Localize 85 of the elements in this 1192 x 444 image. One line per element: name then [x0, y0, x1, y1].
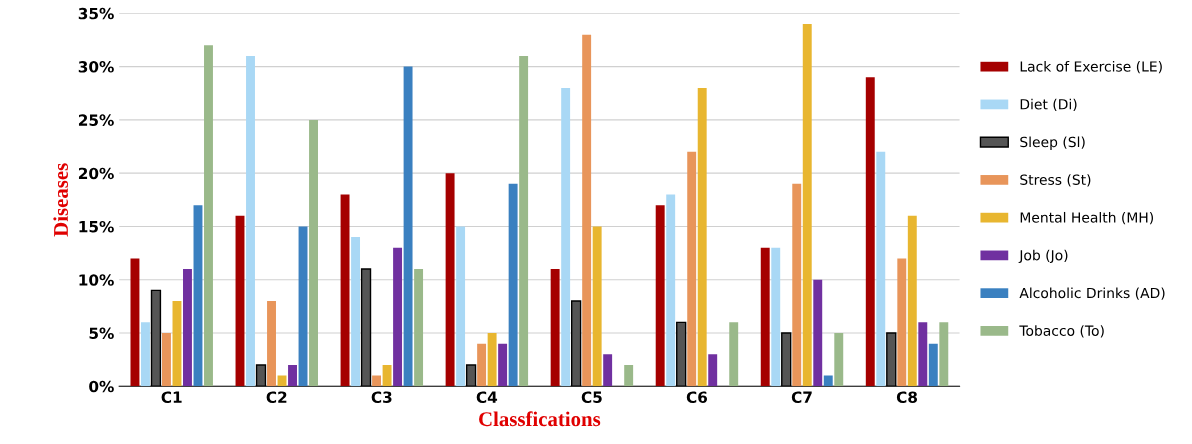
x-tick-label: C6 [686, 391, 708, 403]
x-tick-label: C7 [791, 391, 812, 403]
bar [550, 269, 560, 387]
bar [603, 354, 613, 387]
legend-label: Mental Health (MH) [1020, 211, 1154, 225]
bar [760, 247, 770, 387]
bar [813, 279, 823, 387]
legend-label: Job (Jo) [1018, 249, 1068, 264]
y-tick-label: 35% [78, 7, 114, 20]
bar [465, 364, 477, 387]
bar [697, 87, 707, 387]
bar [834, 333, 844, 387]
bar [403, 66, 413, 387]
legend-label: Sleep (Sl) [1020, 136, 1085, 150]
x-tick-label: C3 [371, 391, 392, 403]
y-tick-label: 10% [79, 274, 114, 286]
y-tick-label: 0% [89, 380, 114, 393]
bar [918, 322, 928, 387]
y-tick-label: 30% [78, 61, 114, 73]
bar [340, 194, 350, 387]
bar [876, 151, 886, 387]
y-tick-label: 25% [78, 114, 114, 126]
bar [393, 247, 403, 387]
x-tick-label: C2 [266, 391, 287, 403]
bar [267, 301, 276, 387]
x-axis-title: Classfications [479, 411, 601, 427]
bar [255, 364, 267, 387]
bar [246, 55, 255, 387]
legend-label: Stress (St) [1020, 174, 1091, 187]
legend-label: Alcoholic Drinks (AD) [1019, 287, 1165, 300]
bar [498, 343, 508, 387]
bar [823, 375, 833, 387]
bar [939, 322, 949, 387]
bar [372, 375, 382, 387]
bar [792, 183, 802, 387]
bar [771, 247, 781, 387]
bar [582, 34, 592, 387]
bar [519, 55, 529, 387]
bar [382, 364, 392, 387]
bar [928, 343, 938, 387]
x-tick-label: C8 [896, 391, 918, 403]
bar [162, 333, 171, 387]
bar [708, 354, 718, 387]
bar [456, 226, 466, 387]
bar [655, 205, 665, 387]
bar [802, 23, 812, 387]
x-tick-label: C4 [476, 391, 498, 403]
y-axis-title: Diseases [53, 163, 68, 237]
bar [570, 300, 582, 387]
bar [130, 258, 140, 387]
bar [886, 332, 897, 387]
legend-label: Tobacco (To) [1019, 325, 1104, 338]
bar [666, 194, 676, 387]
bar [781, 332, 792, 387]
bar [729, 322, 739, 387]
bar [204, 45, 213, 387]
bar [193, 205, 203, 387]
bar [360, 268, 372, 387]
bar [508, 183, 518, 387]
bar [907, 215, 917, 387]
bar [865, 77, 875, 387]
y-tick-label: 20% [78, 167, 114, 180]
bar [676, 321, 687, 387]
legend-label: Diet (Di) [1020, 98, 1077, 112]
bar [150, 289, 162, 387]
x-tick-label: C5 [581, 391, 602, 403]
y-tick-label: 5% [89, 327, 114, 340]
bar [624, 364, 634, 387]
bar [445, 173, 455, 387]
bar [351, 237, 361, 387]
bar [414, 269, 424, 387]
y-tick-label: 15% [79, 220, 114, 233]
x-tick-label: C1 [161, 391, 182, 403]
bar [897, 258, 907, 387]
legend-label: Lack of Exercise (LE) [1020, 60, 1162, 74]
bar [477, 343, 487, 387]
bar [592, 226, 602, 387]
bar [561, 87, 571, 387]
bar [687, 151, 697, 387]
bar [288, 364, 297, 387]
bar [298, 226, 308, 387]
bar [487, 333, 497, 387]
bar [141, 322, 150, 387]
bar [183, 269, 192, 387]
bar [309, 119, 318, 387]
